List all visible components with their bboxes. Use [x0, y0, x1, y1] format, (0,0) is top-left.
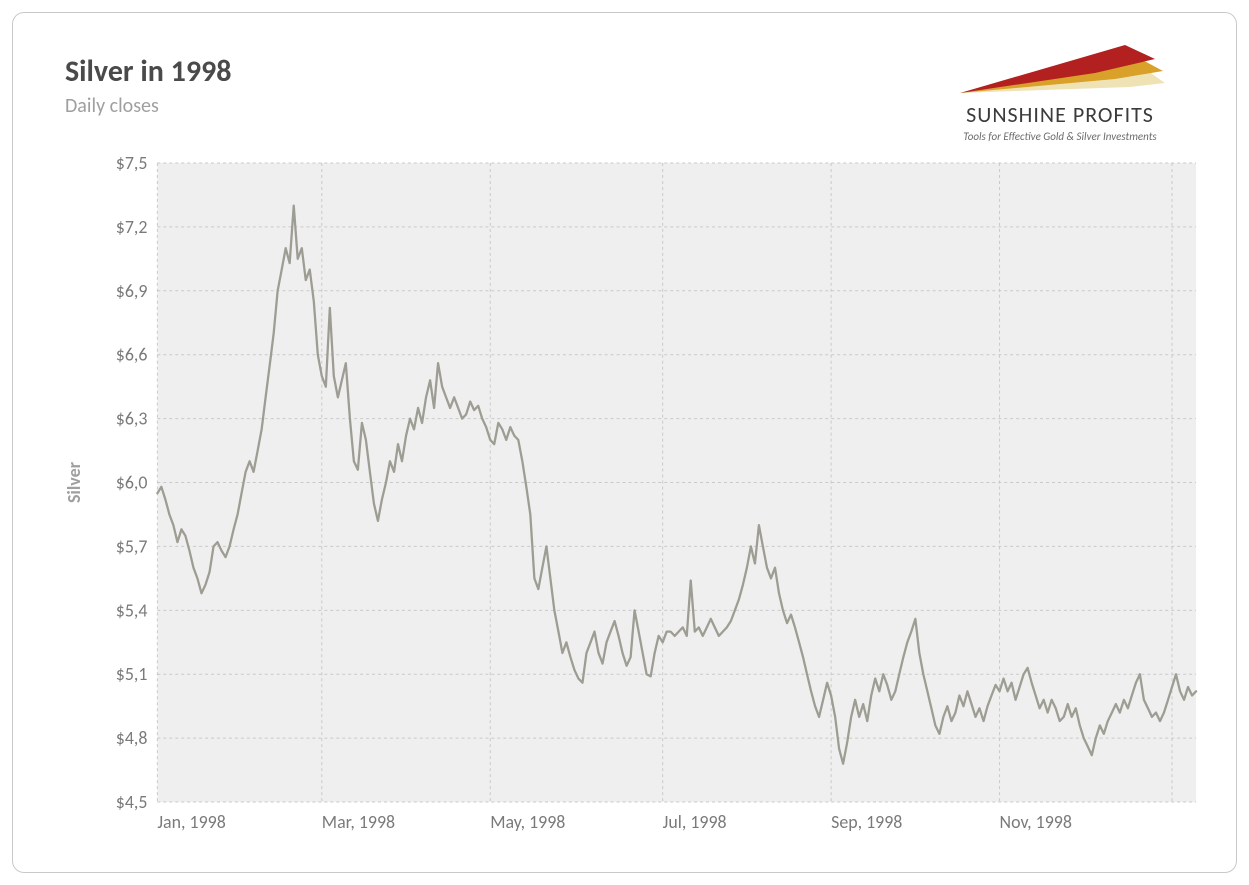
sun-rays-icon [955, 43, 1165, 95]
svg-text:Jul, 1998: Jul, 1998 [663, 811, 727, 833]
svg-text:Silver: Silver [63, 461, 85, 503]
svg-text:$6,3: $6,3 [116, 408, 148, 430]
svg-text:Jan, 1998: Jan, 1998 [157, 811, 225, 833]
svg-text:May, 1998: May, 1998 [490, 811, 565, 833]
svg-text:Nov, 1998: Nov, 1998 [1000, 811, 1072, 833]
brand-tagline: Tools for Effective Gold & Silver Invest… [920, 130, 1200, 143]
svg-text:$5,7: $5,7 [116, 535, 148, 557]
svg-text:Sep, 1998: Sep, 1998 [831, 811, 902, 833]
svg-text:$6,9: $6,9 [116, 280, 148, 302]
line-chart: $4,5 $4,8 $5,1 $5,4 $5,7 $6,0 $6,3 $6,6 $6,9 $7,2… [53, 153, 1206, 842]
brand-name: SUNSHINE PROFITS [920, 101, 1200, 128]
svg-text:$5,1: $5,1 [116, 663, 148, 685]
svg-text:$6,0: $6,0 [116, 471, 148, 493]
chart-area: $4,5 $4,8 $5,1 $5,4 $5,7 $6,0 $6,3 $6,6 $6,9 $7,2… [53, 153, 1206, 842]
svg-text:$6,6: $6,6 [116, 344, 148, 366]
svg-text:$4,8: $4,8 [116, 727, 148, 749]
svg-text:$7,5: $7,5 [116, 153, 148, 174]
svg-text:Mar, 1998: Mar, 1998 [322, 811, 395, 833]
brand-logo: SUNSHINE PROFITS Tools for Effective Gol… [920, 43, 1200, 153]
svg-text:$4,5: $4,5 [116, 791, 148, 813]
svg-text:$7,2: $7,2 [116, 216, 148, 238]
chart-card: Silver in 1998 Daily closes SUNSHINE PRO… [12, 12, 1237, 873]
chart-card-frame: Silver in 1998 Daily closes SUNSHINE PRO… [0, 0, 1249, 885]
svg-text:$5,4: $5,4 [116, 599, 148, 621]
